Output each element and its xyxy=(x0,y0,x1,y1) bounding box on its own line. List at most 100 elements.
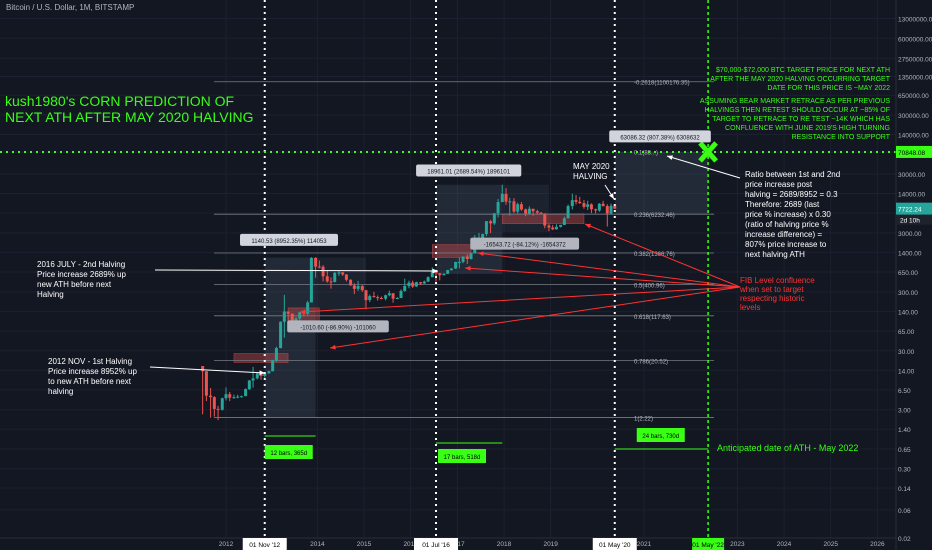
bear-note-line: TARGET TO RETRACE TO RE TEST ~14K WHICH … xyxy=(712,116,890,123)
last-price-label: 7722.24 xyxy=(898,207,922,214)
candle-body xyxy=(605,206,609,214)
fib-note-line: when set to target xyxy=(739,285,804,294)
candle-body xyxy=(387,293,391,296)
arrow-fib xyxy=(464,267,741,288)
candle-body xyxy=(566,206,570,219)
candle-body xyxy=(239,396,243,398)
y-tick-label: 0.14 xyxy=(898,486,911,493)
arrow-fib-head xyxy=(465,266,471,271)
target-date-tag xyxy=(692,538,725,550)
last-price-tag xyxy=(896,202,932,215)
candle-body xyxy=(414,282,418,287)
support-zone xyxy=(233,353,289,363)
candle-body xyxy=(201,366,205,372)
y-tick-label: 0.06 xyxy=(898,508,911,515)
candle-body xyxy=(352,285,356,289)
countdown-tag xyxy=(896,214,932,225)
fib-level-label: 0.786(20.52) xyxy=(634,360,668,366)
y-tick-label: 1400.00 xyxy=(898,250,922,257)
y-tick-label: 650000.00 xyxy=(898,93,929,100)
range-label-text: 63086.32 (807.38%) 6308632 xyxy=(620,135,700,141)
candle-body xyxy=(484,221,488,235)
y-tick-label: 0.02 xyxy=(898,536,911,543)
range-label-box xyxy=(470,237,580,250)
bar-count-box xyxy=(264,445,313,459)
candle-body xyxy=(228,394,232,398)
x-tick-label: 2016 xyxy=(403,541,418,548)
candle-body xyxy=(489,221,493,224)
candle-body xyxy=(492,213,496,224)
candle-body xyxy=(554,226,558,230)
range-label-box xyxy=(609,130,711,143)
candle-body xyxy=(527,208,531,214)
candle-body xyxy=(224,394,228,399)
candle-body xyxy=(236,396,240,398)
fib-level-label: 0.382(1366.76) xyxy=(634,252,675,258)
candle-body xyxy=(209,395,213,398)
ratio-note-line: next halving ATH xyxy=(745,250,805,259)
candle-body xyxy=(419,282,423,284)
resistance-price-tag xyxy=(896,145,932,158)
candle-body xyxy=(314,257,318,267)
ratio-note-line: price % increase) x 0.30 xyxy=(745,210,831,219)
candle-body xyxy=(454,261,458,269)
fib-level-label: 1(2.22) xyxy=(634,416,653,422)
fib-level-label: 0.236(6232.46) xyxy=(634,213,675,219)
halving-2012-note-line: to new ATH before next xyxy=(48,377,132,386)
bear-note-line: CONFLUENCE WITH JUNE 2019'S HIGH TURNING xyxy=(725,125,890,132)
halving-2020-note-line: MAY 2020 xyxy=(573,162,610,171)
y-tick-label: 0.65 xyxy=(898,447,911,454)
y-tick-label: 30.00 xyxy=(898,349,915,356)
range-label-text: 1140.53 (8952.35%) 114053 xyxy=(251,239,327,245)
x-tick-label: 2019 xyxy=(543,541,558,548)
candle-body xyxy=(368,296,372,301)
candle-body xyxy=(267,371,271,374)
candle-body xyxy=(356,286,360,289)
candle-body xyxy=(531,208,535,212)
range-label-box xyxy=(240,233,339,246)
candle-body xyxy=(500,193,504,203)
candle-body xyxy=(290,313,294,321)
measure-zone xyxy=(436,184,503,275)
candle-body xyxy=(294,318,298,321)
halving-2016-note-line: new ATH before next xyxy=(37,280,112,289)
candle-body xyxy=(457,261,461,263)
candle-body xyxy=(481,234,485,238)
halving-2016-note-line: Halving xyxy=(37,290,64,299)
arrow-fib-head xyxy=(300,309,306,315)
candle-body xyxy=(286,311,290,314)
candle-body xyxy=(582,203,586,207)
candle-body xyxy=(516,204,520,212)
fib-top-label: 0.1(88...) xyxy=(634,151,658,157)
arrow-halving-2020-head xyxy=(609,193,614,199)
candle-body xyxy=(364,290,368,301)
candle-body xyxy=(333,272,337,283)
ratio-note-line: price increase post xyxy=(745,180,813,189)
arrow-fib xyxy=(299,286,741,313)
candle-body xyxy=(282,311,286,322)
countdown-label: 2d 10h xyxy=(900,218,920,225)
support-zone xyxy=(502,213,585,224)
chart-headline-line: kush1980's CORN PREDICTION OF xyxy=(5,93,234,109)
candle-body xyxy=(204,371,208,396)
support-zone xyxy=(432,244,472,258)
y-tick-label: 300.00 xyxy=(898,290,918,297)
fib-note-line: levels xyxy=(740,303,760,312)
y-tick-label: 6000000.00 xyxy=(898,36,932,43)
candle-body xyxy=(434,271,438,274)
y-tick-label: 0.30 xyxy=(898,467,911,474)
target-note: $70,000-$72,000 BTC TARGET PRICE FOR NEX… xyxy=(710,67,890,92)
bear-note: ASSUMING BEAR MARKET RETRACE AS PER PREV… xyxy=(700,98,891,141)
y-tick-label: 300000.00 xyxy=(898,113,929,120)
arrow-fib xyxy=(584,223,741,288)
candle-body xyxy=(407,282,411,286)
fib-note-line: respecting historic xyxy=(740,294,804,303)
halving-2020-note-line: HALVING xyxy=(573,172,608,181)
arrow-2012 xyxy=(149,366,266,374)
